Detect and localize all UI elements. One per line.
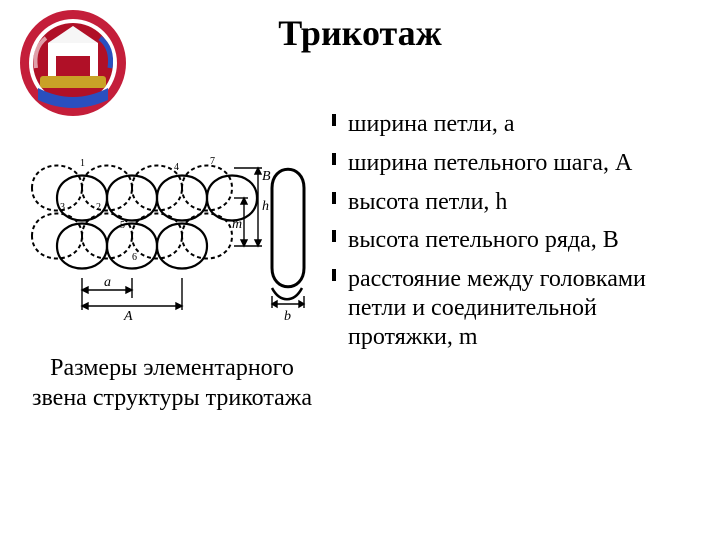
label-6: 6 [132, 252, 137, 263]
right-column: ширина петли, a ширина петельного шага, … [330, 110, 720, 530]
label-h: h [262, 199, 269, 214]
label-a: a [104, 275, 111, 290]
list-item: расстояние между головками петли и соеди… [330, 265, 696, 351]
label-1: 1 [80, 158, 85, 169]
bullet-marker-icon [330, 228, 348, 244]
list-item-text: расстояние между головками петли и соеди… [348, 265, 696, 351]
list-item-text: ширина петельного шага, A [348, 149, 696, 178]
list-item-text: высота петельного ряда, B [348, 226, 696, 255]
list-item-text: ширина петли, a [348, 110, 696, 139]
label-b: b [284, 309, 291, 324]
label-2: 2 [96, 202, 101, 213]
bullet-marker-icon [330, 112, 348, 128]
label-4: 4 [174, 162, 179, 173]
label-m: m [232, 217, 242, 232]
content-row: a A b h m B 1 2 3 4 5 6 7 Размеры элемен… [0, 110, 720, 530]
diagram-caption: Размеры элементарного звена структуры тр… [22, 353, 322, 413]
left-column: a A b h m B 1 2 3 4 5 6 7 Размеры элемен… [0, 110, 330, 530]
bullet-list: ширина петли, a ширина петельного шага, … [330, 110, 696, 352]
list-item: ширина петельного шага, A [330, 149, 696, 178]
label-3: 3 [60, 202, 65, 213]
list-item: ширина петли, a [330, 110, 696, 139]
bullet-marker-icon [330, 151, 348, 167]
label-A: A [123, 309, 133, 324]
list-item: высота петли, h [330, 188, 696, 217]
page-title: Трикотаж [0, 12, 720, 54]
label-5: 5 [120, 220, 125, 231]
list-item: высота петельного ряда, B [330, 226, 696, 255]
bullet-marker-icon [330, 190, 348, 206]
label-B: B [262, 169, 271, 184]
knit-structure-diagram: a A b h m B 1 2 3 4 5 6 7 [22, 128, 322, 328]
list-item-text: высота петли, h [348, 188, 696, 217]
label-7: 7 [210, 156, 215, 167]
bullet-marker-icon [330, 267, 348, 283]
